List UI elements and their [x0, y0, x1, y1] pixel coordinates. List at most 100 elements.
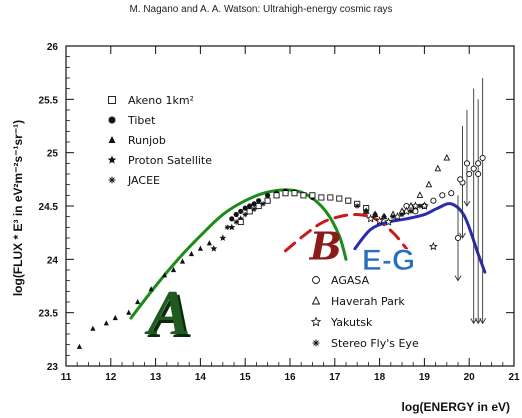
series-yakutsk [366, 201, 438, 251]
error-bar-point-2 [470, 165, 477, 172]
legend-right-marker-1 [311, 295, 321, 305]
series-runjob-point [197, 245, 203, 251]
legend-left-marker-0 [108, 96, 116, 104]
series-yakutsk-point [402, 206, 411, 216]
series-runjob [76, 240, 212, 349]
series-akeno-1km--point [273, 192, 280, 199]
series-agasa-point [466, 170, 473, 178]
series-runjob-point [179, 258, 186, 264]
legend-left-label-1: Tibet [127, 114, 156, 127]
series-akeno-1km--point [309, 192, 316, 199]
series-jacee [224, 201, 266, 230]
y-axis-label: log(FLUX * E³ in eV²m⁻²s⁻¹sr⁻¹) [11, 120, 25, 296]
series-agasa-point [439, 192, 446, 199]
legend-left-marker-4 [108, 176, 116, 184]
series-agasa-point [457, 176, 464, 183]
legend-left-marker-3 [107, 155, 117, 164]
error-bar-arrow-4 [479, 318, 487, 325]
error-bar-arrow-1 [463, 200, 471, 207]
series-stereo-fly-s-eye-point [372, 211, 378, 218]
error-bar-point-1 [463, 160, 471, 167]
series-agasa-point [412, 208, 419, 215]
series-stereo-fly-s-eye-point [381, 214, 387, 220]
series-yakutsk-point [411, 201, 420, 210]
series-runjob-point [170, 266, 177, 273]
x-tick-label: 12 [105, 372, 117, 383]
annotation-shadow-2: A [147, 280, 194, 351]
series-tibet-point [229, 216, 235, 222]
series-stereo-fly-s-eye-point [363, 208, 369, 214]
series-agasa-point [448, 190, 455, 197]
y-tick-label: 24.5 [39, 202, 59, 213]
x-tick-label: 20 [464, 372, 476, 383]
series-stereo-fly-s-eye-point [408, 208, 414, 214]
error-bar-arrow-5 [454, 275, 462, 282]
x-tick-label: 14 [195, 372, 207, 383]
series-akeno-1km--point [264, 197, 271, 204]
x-tick-label: 21 [508, 372, 520, 383]
series-jacee-point [224, 224, 230, 230]
legend-right-marker-2 [310, 316, 322, 327]
x-tick-label: 13 [150, 372, 162, 383]
series-tibet-point [256, 198, 262, 204]
error-bar-point-4 [479, 154, 486, 162]
legend-right-label-3: Stereo Fly's Eye [331, 337, 419, 350]
legend-right-label-2: Yakutsk [330, 316, 373, 329]
series-akeno-1km--point [327, 194, 334, 201]
legend-right-marker-0 [312, 276, 320, 284]
series-akeno-1km--point [255, 202, 262, 210]
series-runjob-point [188, 250, 195, 257]
y-tick-label: 26 [47, 42, 59, 53]
series-haverah-park-point [443, 153, 451, 161]
x-axis-label: log(ENERGY in eV) [402, 400, 510, 414]
series-jacee-point [233, 219, 239, 225]
series-runjob-point [103, 320, 109, 326]
series-tibet-point [247, 203, 253, 209]
series-akeno-1km--point [282, 190, 289, 197]
series-stereo-fly-s-eye-point [354, 203, 360, 209]
series-agasa-point [475, 160, 482, 167]
model-curve-1 [284, 212, 408, 253]
legend-left-label-0: Akeno 1km² [128, 94, 194, 107]
annotation-b: B [309, 223, 342, 268]
y-tick-label: 23.5 [39, 309, 59, 320]
series-tibet-point [233, 211, 239, 218]
series-akeno-1km--point [336, 195, 343, 202]
series-akeno-1km--point [246, 208, 253, 215]
series-runjob-point [126, 309, 132, 315]
series-runjob-point [90, 325, 96, 331]
series-haverah-park-point [434, 164, 442, 172]
chart-header: M. Nagano and A. A. Watson: Ultrahigh-en… [129, 4, 392, 15]
series-jacee-point [251, 206, 257, 212]
y-tick-label: 24 [47, 255, 59, 266]
series-yakutsk-point [384, 217, 393, 226]
series-stereo-fly-s-eye-point [390, 214, 396, 220]
x-tick-label: 15 [240, 372, 252, 383]
x-tick-label: 11 [61, 372, 72, 383]
series-proton-satellite-point [219, 234, 227, 241]
series-akeno-1km--point [300, 192, 307, 199]
series-runjob-point [161, 272, 168, 278]
series-runjob-point [135, 298, 141, 305]
series-tibet-point [242, 205, 248, 211]
legend-right-marker-3 [312, 339, 320, 347]
series-yakutsk-point [366, 214, 376, 223]
series-stereo-fly-s-eye [354, 203, 423, 220]
x-tick-label: 17 [329, 372, 341, 383]
series-proton-satellite-point [210, 245, 218, 252]
series-jacee-point [242, 211, 248, 218]
series-runjob-point [112, 314, 118, 321]
series-yakutsk-point [375, 216, 385, 225]
series-yakutsk-point [419, 201, 429, 210]
series-akeno-1km--point [291, 190, 298, 197]
legend-left-marker-1 [108, 116, 116, 124]
legend-left-label-3: Proton Satellite [128, 154, 212, 167]
y-tick-label: 25 [47, 149, 59, 160]
series-stereo-fly-s-eye-point [417, 203, 423, 209]
series-tibet-point [265, 192, 271, 198]
series-haverah-park-point [425, 180, 433, 188]
series-proton-satellite-point [228, 223, 236, 231]
legend-right-label-0: AGASA [331, 274, 370, 287]
error-bar-point-3 [475, 170, 482, 178]
